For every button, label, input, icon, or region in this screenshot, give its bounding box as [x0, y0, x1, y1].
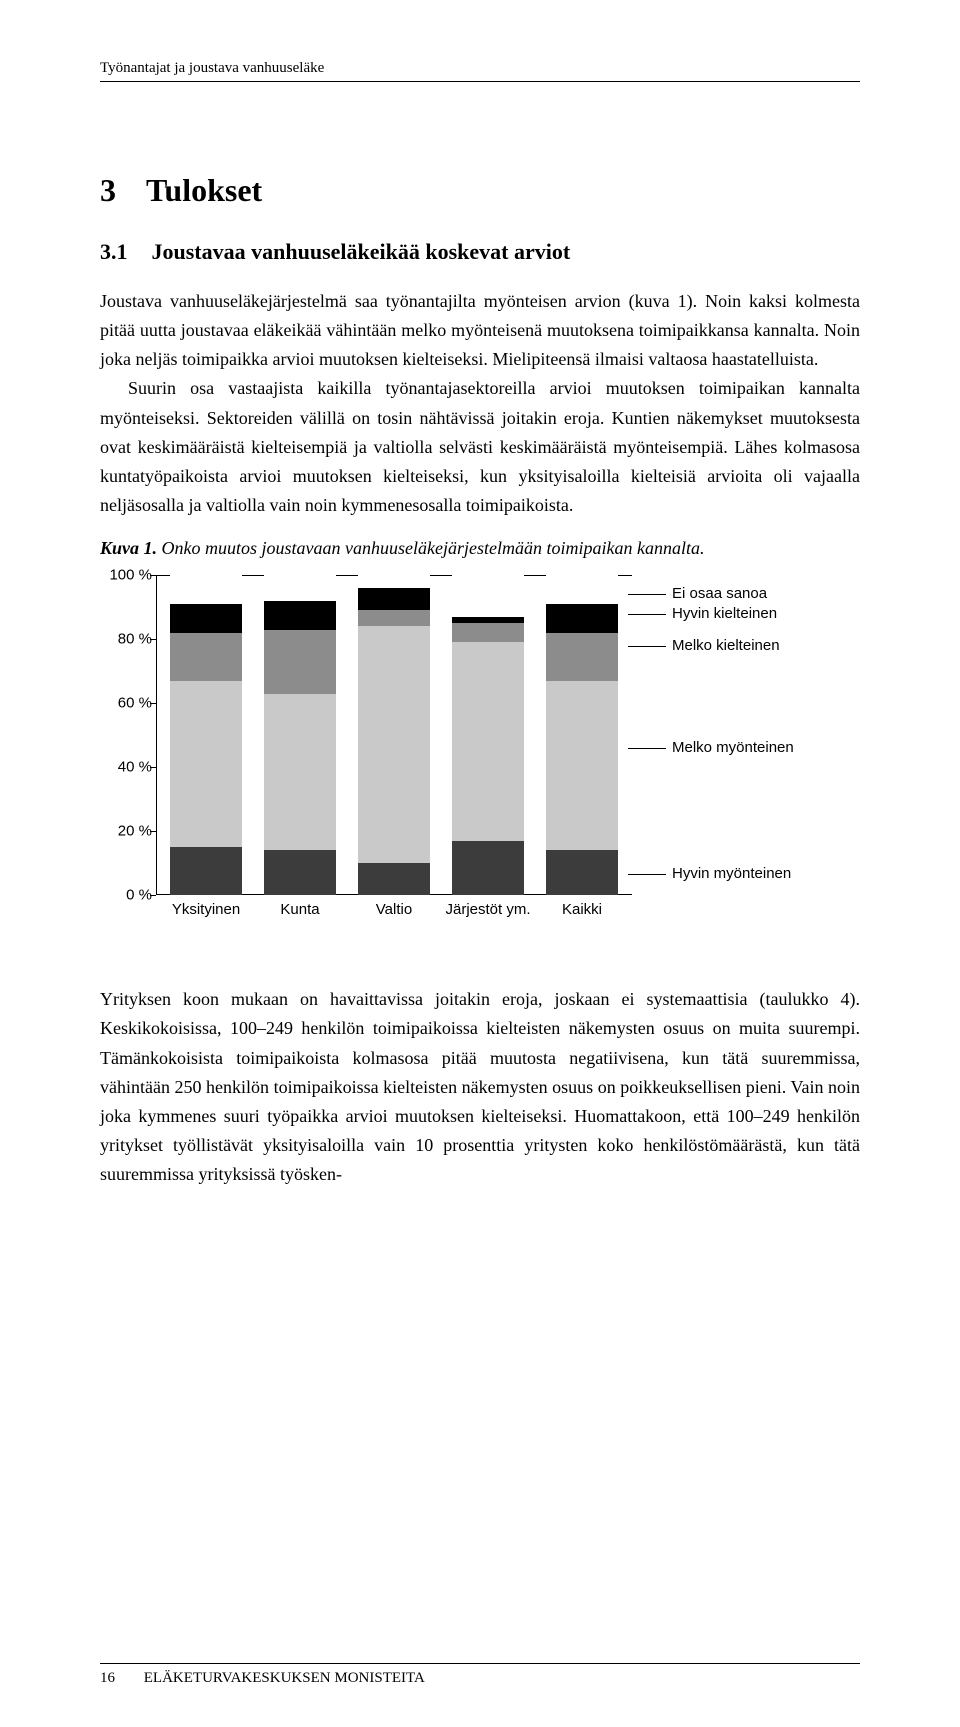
bar-segment-ei-osaa-sanoa: [546, 575, 618, 604]
y-axis-tick: [150, 767, 156, 769]
legend-label-ei-osaa-sanoa: Ei osaa sanoa: [672, 585, 767, 602]
section-title: Tulokset: [146, 172, 262, 208]
bar-segment-hyvin-kielteinen: [170, 604, 242, 633]
legend-connector: [628, 748, 666, 749]
legend-connector: [628, 646, 666, 647]
y-axis-label: 20 %: [118, 823, 152, 840]
bar-segment-melko-myonteinen: [264, 694, 336, 851]
x-axis-label: Kunta: [280, 901, 319, 918]
bar-column: [358, 575, 430, 895]
bar-segment-melko-kielteinen: [170, 633, 242, 681]
bar-column: [452, 575, 524, 895]
paragraph-3: Yrityksen koon mukaan on havaittavissa j…: [100, 985, 860, 1189]
chart-container: 0 %20 %40 %60 %80 %100 % YksityinenKunta…: [100, 575, 860, 955]
running-head: Työnantajat ja joustava vanhuuseläke: [100, 60, 860, 82]
section-number: 3: [100, 172, 116, 208]
bar-segment-melko-kielteinen: [546, 633, 618, 681]
figure-caption: Kuva 1. Onko muutos joustavaan vanhuusel…: [100, 538, 860, 559]
bar-segment-melko-kielteinen: [452, 623, 524, 642]
y-axis-tick: [150, 575, 156, 577]
series-title: ELÄKETURVAKESKUKSEN MONISTEITA: [144, 1670, 425, 1686]
bar-segment-melko-myonteinen: [452, 642, 524, 840]
y-axis-label: 80 %: [118, 631, 152, 648]
section-heading: 3 Tulokset: [100, 172, 860, 209]
bar-segment-ei-osaa-sanoa: [264, 575, 336, 601]
bar-column: [264, 575, 336, 895]
legend-connector: [628, 874, 666, 875]
legend-label-melko-myonteinen: Melko myönteinen: [672, 739, 794, 756]
y-axis-tick: [150, 895, 156, 897]
bar-segment-melko-myonteinen: [358, 626, 430, 863]
page-footer: 16 ELÄKETURVAKESKUKSEN MONISTEITA: [100, 1663, 860, 1687]
bar-segment-hyvin-myonteinen: [546, 850, 618, 895]
x-axis-label: Järjestöt ym.: [445, 901, 530, 918]
paragraph-1: Joustava vanhuuseläkejärjestelmä saa työ…: [100, 287, 860, 374]
bar-segment-hyvin-myonteinen: [170, 847, 242, 895]
bar-segment-ei-osaa-sanoa: [170, 575, 242, 604]
bar-segment-melko-kielteinen: [358, 610, 430, 626]
y-axis-tick: [150, 831, 156, 833]
bar-segment-hyvin-kielteinen: [546, 604, 618, 633]
y-axis: 0 %20 %40 %60 %80 %100 %: [100, 575, 156, 895]
bar-segment-hyvin-kielteinen: [264, 601, 336, 630]
legend-label-hyvin-kielteinen: Hyvin kielteinen: [672, 605, 777, 622]
x-axis-label: Valtio: [376, 901, 412, 918]
figure-label: Kuva 1.: [100, 538, 157, 558]
y-axis-label: 0 %: [126, 887, 152, 904]
bar-segment-hyvin-myonteinen: [264, 850, 336, 895]
subsection-heading: 3.1 Joustavaa vanhuuseläkeikää koskevat a…: [100, 239, 860, 265]
plot-area: [156, 575, 632, 895]
legend-connector: [628, 614, 666, 615]
legend-label-melko-kielteinen: Melko kielteinen: [672, 637, 780, 654]
y-axis-label: 100 %: [109, 567, 152, 584]
bar-segment-melko-kielteinen: [264, 630, 336, 694]
subsection-number: 3.1: [100, 239, 128, 264]
legend-connector: [628, 594, 666, 595]
y-axis-label: 40 %: [118, 759, 152, 776]
x-axis-label: Kaikki: [562, 901, 602, 918]
figure-caption-text: Onko muutos joustavaan vanhuuseläkejärje…: [162, 538, 705, 558]
bar-segment-ei-osaa-sanoa: [358, 575, 430, 588]
bar-segment-melko-myonteinen: [170, 681, 242, 847]
x-axis-label: Yksityinen: [172, 901, 240, 918]
bar-segment-hyvin-kielteinen: [358, 588, 430, 610]
legend-label-hyvin-myonteinen: Hyvin myönteinen: [672, 865, 791, 882]
bar-segment-hyvin-myonteinen: [452, 841, 524, 895]
subsection-title: Joustavaa vanhuuseläkeikää koskevat arvi…: [152, 239, 571, 264]
page-number: 16: [100, 1670, 140, 1687]
paragraph-2: Suurin osa vastaajista kaikilla työnanta…: [100, 374, 860, 520]
chart: 0 %20 %40 %60 %80 %100 % YksityinenKunta…: [100, 575, 640, 955]
y-axis-tick: [150, 703, 156, 705]
y-axis-tick: [150, 639, 156, 641]
bar-column: [170, 575, 242, 895]
bar-segment-ei-osaa-sanoa: [452, 575, 524, 617]
bar-segment-hyvin-myonteinen: [358, 863, 430, 895]
legend: Ei osaa sanoa Hyvin kielteinen Melko kielt…: [648, 575, 848, 955]
bar-segment-melko-myonteinen: [546, 681, 618, 851]
y-axis-label: 60 %: [118, 695, 152, 712]
bar-column: [546, 575, 618, 895]
